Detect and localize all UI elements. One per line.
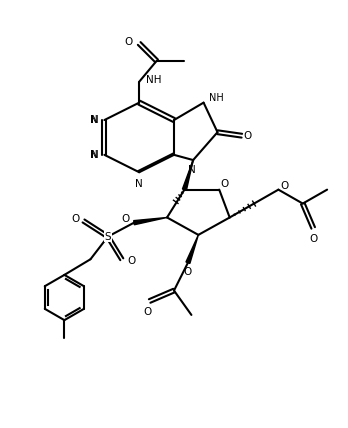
Polygon shape [186,235,198,264]
Polygon shape [182,160,193,190]
Text: N: N [90,115,97,125]
Text: O: O [220,179,229,190]
Text: O: O [125,37,133,47]
Text: O: O [144,307,152,317]
Text: N: N [90,150,97,160]
Polygon shape [134,217,167,225]
Text: O: O [121,214,130,224]
Text: N: N [135,179,143,189]
Text: O: O [127,256,135,266]
Text: N: N [92,115,99,125]
Text: NH: NH [209,93,223,104]
Text: O: O [309,234,317,244]
Text: O: O [72,214,80,224]
Text: NH: NH [146,75,162,85]
Text: S: S [104,232,111,242]
Text: N: N [92,150,99,160]
Text: O: O [243,131,251,141]
Text: N: N [188,165,195,175]
Text: O: O [280,181,288,191]
Text: O: O [184,267,192,277]
